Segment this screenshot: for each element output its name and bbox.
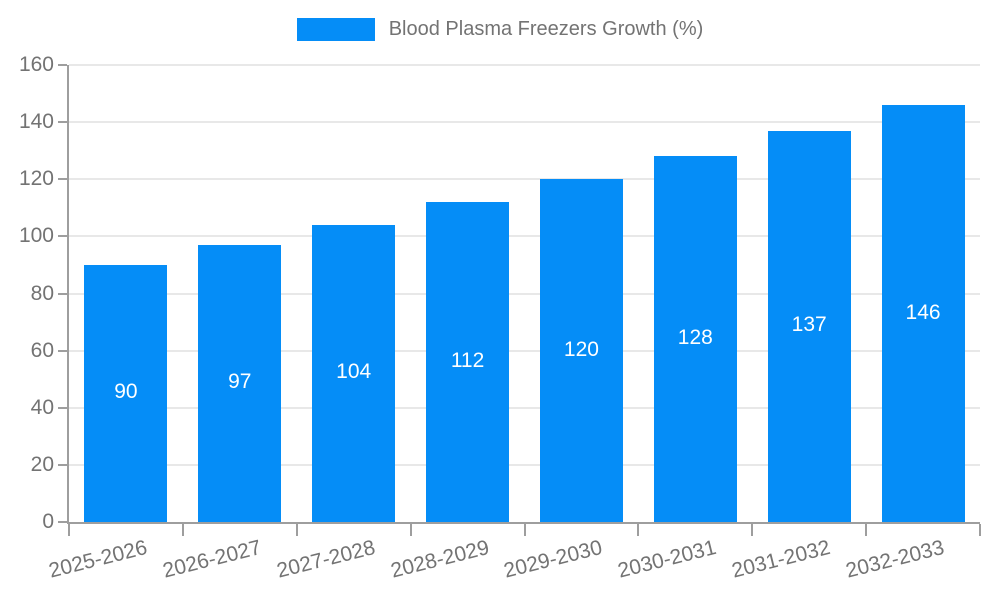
x-tick-mark	[181, 524, 184, 536]
y-tick-mark	[58, 521, 67, 523]
y-tick-mark	[58, 121, 67, 124]
bar: 146	[881, 105, 965, 522]
x-tick-mark	[68, 524, 70, 536]
y-tick-mark	[58, 406, 67, 409]
plot-area: 0 20 40 60 80 100 120 140 160 90 2025-2026 97 2026-2…	[19, 53, 981, 583]
y-tick-label: 0	[42, 510, 54, 533]
bar: 120	[539, 179, 623, 522]
x-tick-mark	[523, 524, 526, 536]
bar-value-label: 90	[114, 380, 138, 404]
legend[interactable]: Blood Plasma Freezers Growth (%)	[0, 18, 1000, 41]
bar: 137	[767, 130, 851, 522]
bar: 112	[426, 202, 510, 522]
bar-value-label: 146	[905, 300, 941, 324]
x-tick-mark	[295, 524, 298, 536]
y-tick-label: 40	[30, 395, 54, 419]
y-tick-mark	[58, 463, 67, 466]
bar-value-label: 104	[336, 360, 372, 384]
bar-value-label: 137	[791, 313, 827, 337]
bar: 104	[312, 224, 396, 522]
x-tick-mark	[637, 524, 640, 536]
y-tick-mark	[58, 178, 67, 181]
y-tick-mark	[58, 64, 67, 66]
x-tick-mark	[751, 524, 754, 536]
y-tick-mark	[58, 292, 67, 295]
x-tick-mark	[865, 524, 868, 536]
bar-value-label: 112	[450, 349, 485, 373]
y-tick-label: 160	[18, 53, 54, 76]
y-tick-label: 60	[30, 338, 54, 362]
y-tick-label: 20	[30, 452, 54, 476]
y-tick-mark	[58, 349, 67, 352]
x-tick-mark	[979, 524, 981, 536]
bar-value-label: 120	[563, 337, 599, 361]
x-tick-mark	[409, 524, 412, 536]
legend-label: Blood Plasma Freezers Growth (%)	[388, 18, 704, 40]
bar-value-label: 128	[677, 326, 713, 350]
y-tick-label: 120	[18, 167, 54, 191]
bar: 97	[198, 244, 282, 522]
legend-swatch	[296, 18, 375, 41]
gridline	[69, 64, 980, 66]
gridline	[69, 121, 980, 124]
bar: 128	[653, 156, 737, 522]
y-tick-label: 140	[18, 110, 54, 134]
bar: 90	[84, 264, 168, 522]
y-tick-label: 80	[30, 281, 54, 305]
bar-value-label: 97	[228, 370, 252, 394]
y-tick-label: 100	[18, 224, 54, 248]
y-tick-mark	[58, 235, 67, 238]
